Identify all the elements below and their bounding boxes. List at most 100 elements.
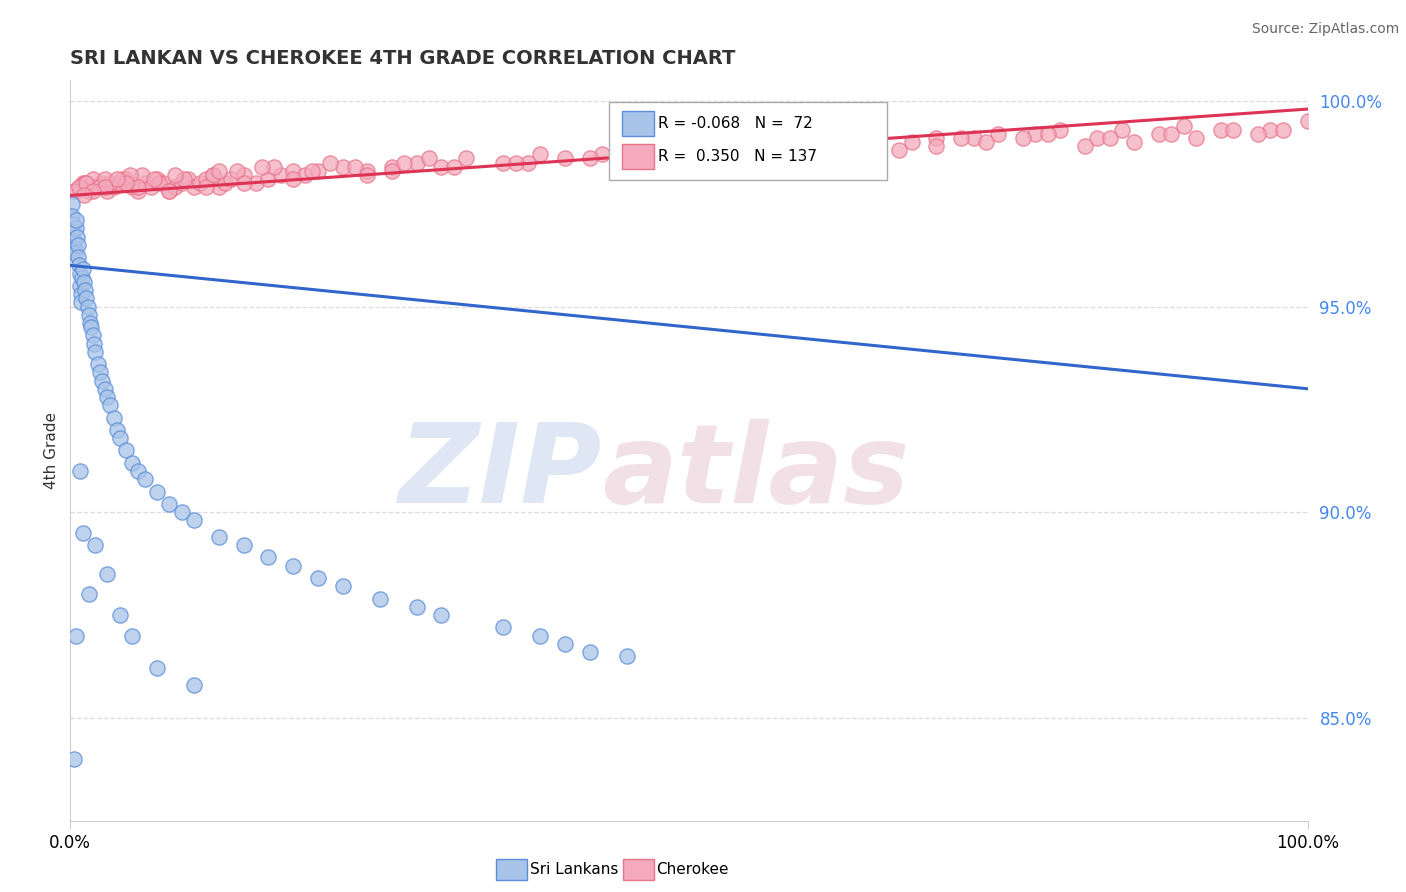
Point [108, 176, 131, 190]
Point [1036, 127, 1059, 141]
Point [75, 291, 97, 305]
Point [1247, 127, 1270, 141]
Point [77, 185, 100, 199]
Point [232, 176, 254, 190]
Point [90, 176, 112, 190]
Point [148, 176, 170, 190]
Point [343, 160, 366, 174]
Point [950, 131, 973, 145]
Text: Sri Lankans: Sri Lankans [530, 863, 619, 877]
Point [69, 287, 91, 301]
Point [67, 259, 90, 273]
Point [281, 163, 304, 178]
Point [91, 374, 114, 388]
Point [96, 185, 118, 199]
Point [94, 382, 117, 396]
Point [1147, 127, 1170, 141]
Point [121, 456, 143, 470]
Point [405, 599, 427, 614]
Point [1074, 139, 1097, 153]
Point [70, 295, 93, 310]
Point [62, 226, 84, 240]
Point [307, 163, 329, 178]
Point [87, 180, 110, 194]
Point [134, 472, 156, 486]
Point [529, 147, 551, 161]
Point [208, 180, 231, 194]
Point [108, 431, 131, 445]
Point [80, 320, 103, 334]
Point [492, 155, 515, 169]
Point [245, 176, 267, 190]
Point [900, 135, 922, 149]
Point [76, 300, 98, 314]
Point [974, 135, 997, 149]
Point [127, 180, 149, 194]
Point [801, 139, 824, 153]
Point [456, 152, 478, 166]
Point [177, 172, 200, 186]
Point [987, 127, 1010, 141]
Point [69, 180, 91, 194]
Point [72, 176, 94, 190]
Point [65, 246, 87, 260]
Point [65, 185, 87, 199]
Point [65, 629, 87, 643]
Point [1123, 135, 1146, 149]
Point [579, 645, 602, 659]
Point [83, 336, 105, 351]
Point [1111, 122, 1133, 136]
Point [765, 147, 787, 161]
Point [554, 637, 576, 651]
Point [72, 525, 94, 540]
Y-axis label: 4th Grade: 4th Grade [44, 412, 59, 489]
Point [67, 180, 90, 194]
Point [165, 168, 187, 182]
FancyBboxPatch shape [621, 111, 654, 136]
Point [82, 172, 104, 186]
Point [962, 131, 984, 145]
Point [208, 530, 231, 544]
Point [63, 234, 86, 248]
Point [1012, 131, 1035, 145]
Point [443, 160, 465, 174]
Point [1209, 122, 1232, 136]
FancyBboxPatch shape [609, 103, 887, 180]
Point [170, 505, 193, 519]
Point [201, 168, 224, 182]
Point [60, 196, 83, 211]
Point [96, 566, 118, 581]
Text: ZIP: ZIP [399, 419, 602, 526]
Point [889, 143, 911, 157]
Point [1049, 122, 1071, 136]
FancyBboxPatch shape [621, 144, 654, 169]
Point [418, 152, 440, 166]
Point [108, 607, 131, 622]
Point [188, 176, 211, 190]
Point [517, 155, 540, 169]
Point [183, 678, 205, 692]
Point [863, 135, 886, 149]
Point [89, 365, 111, 379]
Point [827, 139, 849, 153]
Point [1185, 131, 1208, 145]
Point [270, 168, 292, 182]
Point [925, 139, 948, 153]
Point [75, 176, 97, 190]
Point [1085, 131, 1108, 145]
Point [776, 143, 799, 157]
Point [79, 316, 101, 330]
Point [208, 163, 231, 178]
Text: R = -0.068   N =  72: R = -0.068 N = 72 [658, 116, 813, 131]
Point [63, 185, 86, 199]
Point [157, 497, 180, 511]
Point [170, 176, 193, 190]
Point [863, 135, 886, 149]
Point [281, 558, 304, 573]
Point [356, 168, 378, 182]
Point [84, 538, 107, 552]
Text: SRI LANKAN VS CHEROKEE 4TH GRADE CORRELATION CHART: SRI LANKAN VS CHEROKEE 4TH GRADE CORRELA… [70, 48, 735, 68]
Point [115, 172, 138, 186]
Point [82, 328, 104, 343]
Point [714, 147, 737, 161]
